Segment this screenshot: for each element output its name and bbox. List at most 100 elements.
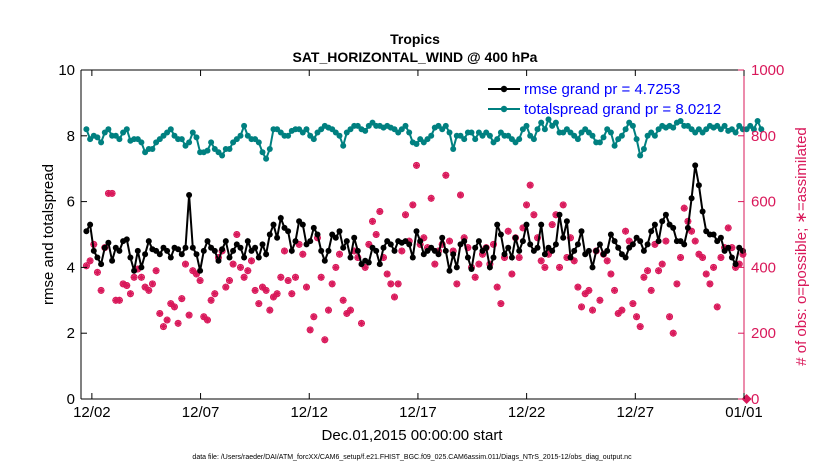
obs-assimilated-point: [475, 260, 483, 268]
x-tick-label: 12/07: [182, 404, 220, 421]
totalspread-point: [186, 139, 193, 146]
rmse-point: [695, 182, 702, 189]
rmse-point: [175, 246, 182, 253]
obs-assimilated-point: [321, 336, 329, 344]
totalspread-point: [446, 129, 453, 136]
obs-assimilated-point: [112, 296, 120, 304]
y-tick-label-left: 4: [67, 259, 75, 276]
obs-assimilated-point: [699, 254, 706, 261]
rmse-point: [585, 247, 592, 254]
rmse-point: [571, 247, 578, 254]
obs-assimilated-point: [611, 287, 618, 294]
rmse-point: [552, 241, 559, 248]
rmse-point: [699, 208, 706, 215]
totalspread-point: [310, 136, 317, 143]
rmse-point: [519, 238, 526, 245]
obs-assimilated-point: [427, 194, 435, 202]
rmse-point: [87, 221, 94, 228]
obs-assimilated-point: [391, 293, 398, 301]
rmse-point: [186, 192, 193, 198]
obs-assimilated-point: [541, 264, 549, 271]
rmse-point: [541, 251, 548, 258]
obs-assimilated-point: [299, 250, 307, 258]
rmse-point: [241, 254, 248, 261]
rmse-point: [512, 234, 519, 241]
rmse-point: [189, 244, 196, 251]
rmse-point: [83, 228, 90, 235]
totalspread-point: [640, 146, 647, 152]
obs-assimilated-point: [497, 300, 505, 307]
obs-assimilated-point: [453, 280, 461, 288]
obs-assimilated-point: [233, 231, 241, 238]
obs-assimilated-point: [251, 287, 259, 294]
rmse-point: [197, 267, 204, 274]
obs-assimilated-point: [526, 181, 534, 189]
rmse-point: [123, 236, 130, 243]
rmse-point: [468, 266, 475, 272]
rmse-point: [556, 211, 563, 218]
obs-assimilated-point: [229, 260, 237, 268]
rmse-point: [717, 234, 724, 241]
rmse-point: [574, 241, 581, 248]
obs-assimilated-point: [167, 300, 175, 307]
rmse-point: [567, 254, 574, 261]
obs-assimilated-point: [108, 190, 116, 197]
x-axis-label: Dec.01,2015 00:00:00 start: [322, 427, 504, 444]
obs-assimilated-point: [710, 264, 717, 271]
rmse-point: [637, 238, 644, 245]
y-tick-label-right: 0: [751, 391, 759, 408]
obs-assimilated-point: [442, 171, 450, 179]
obs-assimilated-point: [622, 227, 629, 235]
totalspread-point: [219, 152, 226, 159]
y-tick-label-left: 6: [67, 194, 75, 211]
rmse-point: [230, 247, 237, 254]
totalspread-point: [94, 134, 101, 141]
totalspread-point: [618, 132, 625, 139]
obs-assimilated-point: [171, 303, 178, 311]
y-tick-label-left: 8: [67, 128, 75, 145]
obs-assimilated-point: [119, 280, 127, 288]
obs-assimilated-point: [138, 273, 145, 281]
totalspread-point: [607, 129, 614, 136]
obs-assimilated-point: [277, 273, 285, 281]
obs-assimilated-point: [288, 290, 296, 298]
rmse-point: [417, 238, 424, 245]
totalspread-point: [189, 129, 196, 136]
rmse-point: [285, 228, 292, 235]
totalspread-point: [402, 122, 409, 129]
totalspread-point: [574, 136, 581, 143]
y-tick-label-right: 1000: [751, 62, 784, 79]
rmse-point: [651, 221, 658, 228]
obs-assimilated-point: [556, 264, 563, 271]
totalspread-point: [622, 126, 629, 133]
totalspread-point: [116, 136, 123, 143]
obs-assimilated-point: [596, 296, 604, 304]
rmse-point: [270, 221, 277, 228]
obs-assimilated-point: [655, 267, 662, 275]
obs-assimilated-point: [317, 273, 325, 281]
obs-assimilated-point: [369, 217, 376, 225]
obs-assimilated-point: [343, 310, 351, 317]
rmse-point: [373, 247, 380, 254]
totalspread-point: [362, 127, 369, 134]
totalspread-point: [596, 139, 603, 146]
totalspread-point: [552, 119, 559, 126]
obs-assimilated-point: [636, 323, 644, 330]
rmse-point: [739, 247, 746, 254]
obs-assimilated-point: [310, 313, 318, 321]
rmse-point: [211, 247, 218, 254]
rmse-point: [494, 221, 501, 228]
obs-assimilated-point: [607, 270, 615, 278]
obs-assimilated-point: [372, 231, 380, 238]
totalspread-point: [468, 129, 475, 136]
obs-assimilated-point: [354, 254, 362, 261]
rmse-point: [219, 246, 226, 253]
rmse-point: [472, 244, 479, 251]
obs-assimilated-point: [398, 247, 406, 255]
obs-assimilated-point: [717, 254, 725, 261]
x-tick-label: 12/12: [290, 404, 328, 421]
obs-assimilated-point: [380, 254, 387, 261]
obs-assimilated-point: [127, 290, 134, 298]
x-tick-label: 12/02: [73, 404, 111, 421]
rmse-point: [648, 228, 655, 235]
